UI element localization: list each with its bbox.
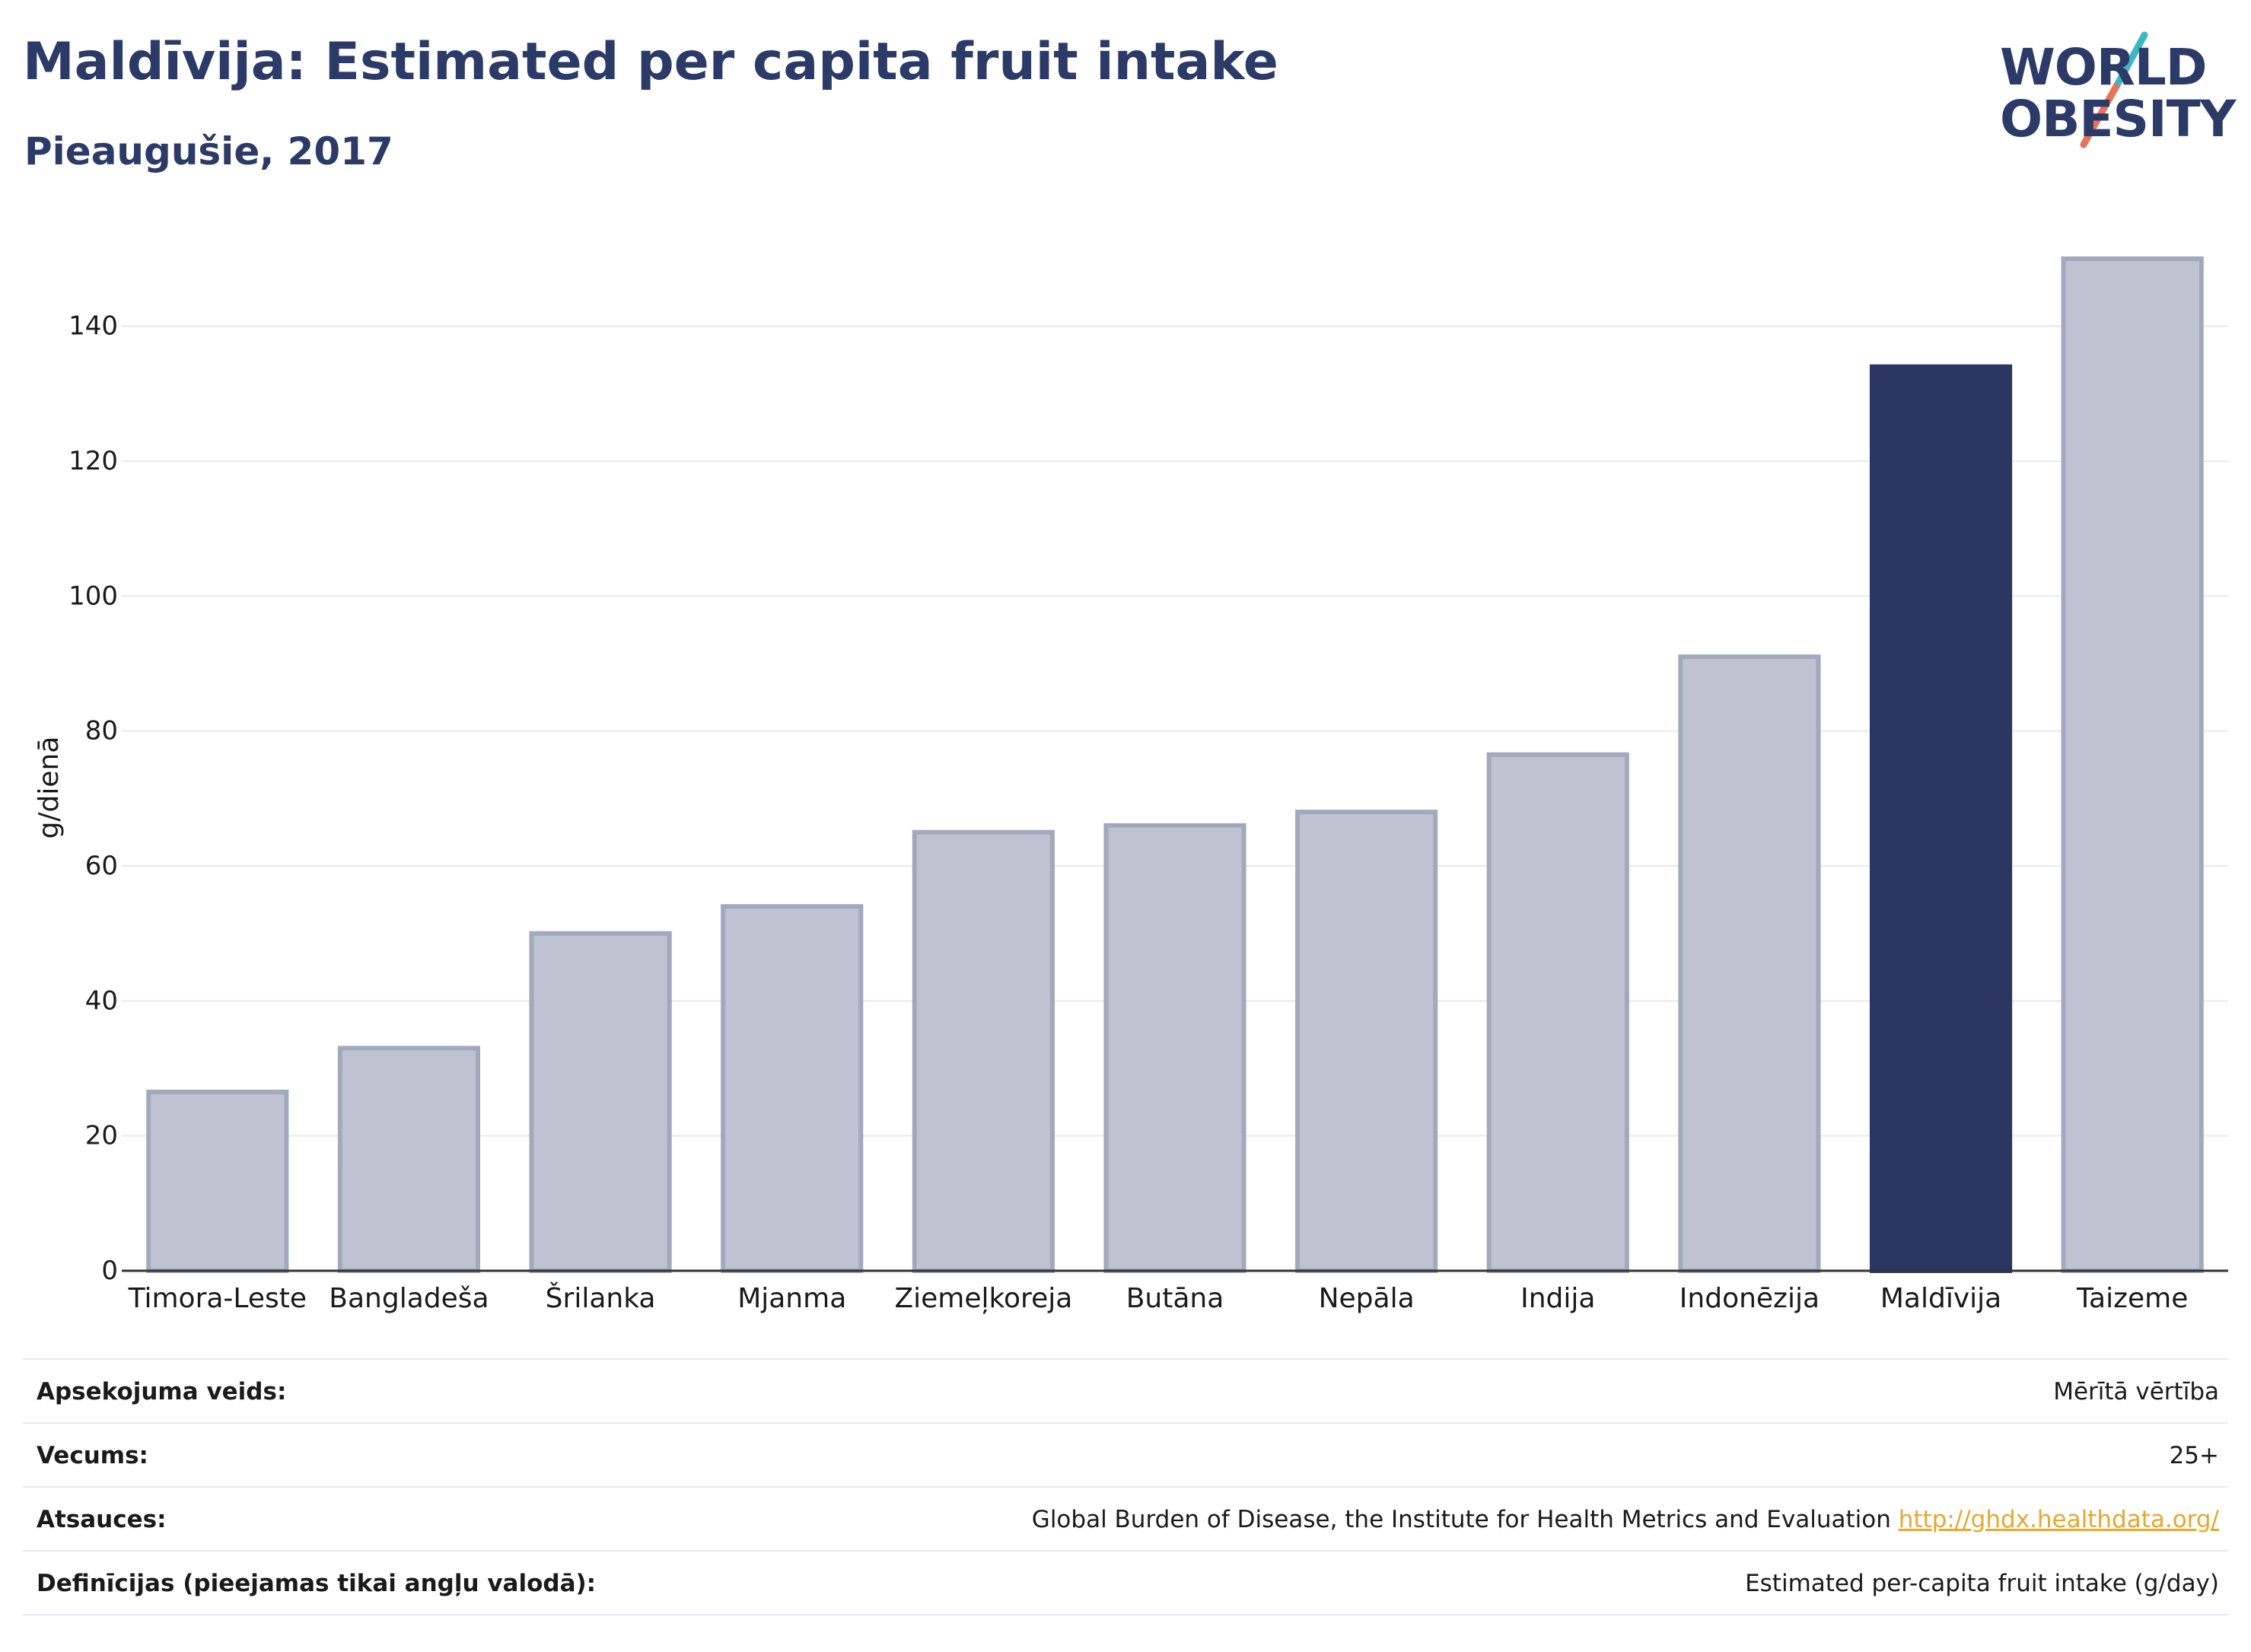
y-tick-label: 60 — [85, 851, 118, 881]
world-obesity-logo: WORLD OBESITY — [1969, 23, 2236, 167]
y-tick-label: 100 — [68, 581, 118, 611]
y-tick-label: 0 — [101, 1256, 118, 1286]
x-tick-label: Nepāla — [1319, 1283, 1415, 1314]
bar — [1103, 823, 1246, 1274]
bar — [1678, 654, 1821, 1273]
info-row-age: Vecums: 25+ — [23, 1422, 2228, 1486]
logo-word-obesity: OBESITY — [2000, 90, 2236, 148]
reference-text: Global Burden of Disease, the Institute … — [1031, 1506, 1891, 1533]
y-tick-label: 80 — [85, 716, 118, 746]
x-tick-label: Maldīvija — [1880, 1283, 2001, 1314]
y-tick-label: 20 — [85, 1121, 118, 1151]
info-value: 25+ — [2169, 1442, 2219, 1469]
bar — [337, 1046, 481, 1274]
bar — [146, 1090, 289, 1273]
info-table: Apsekojuma veids: Mērītā vērtība Vecums:… — [23, 1358, 2228, 1615]
x-tick-label: Šrilanka — [546, 1282, 656, 1314]
x-tick-label: Timora-Leste — [128, 1283, 307, 1314]
y-tick-label: 40 — [85, 985, 118, 1016]
y-axis-label: g/dienā — [33, 737, 65, 839]
info-key: Apsekojuma veids: — [37, 1378, 287, 1405]
y-tick-label: 120 — [68, 446, 118, 476]
info-value-references: Global Burden of Disease, the Institute … — [1032, 1506, 2219, 1533]
bar — [2061, 256, 2204, 1273]
x-tick-label: Indija — [1520, 1283, 1595, 1314]
info-row-references: Atsauces: Global Burden of Disease, the … — [23, 1486, 2228, 1550]
y-tick-label: 140 — [68, 311, 118, 342]
info-key: Vecums: — [37, 1442, 148, 1469]
bar — [912, 829, 1055, 1273]
bar-highlighted — [1869, 364, 2013, 1273]
info-value: Estimated per-capita fruit intake (g/day… — [1745, 1570, 2219, 1597]
bar — [529, 931, 672, 1273]
chart-title: Maldīvija: Estimated per capita fruit in… — [23, 32, 1278, 92]
info-row-survey-type: Apsekojuma veids: Mērītā vērtība — [23, 1358, 2228, 1422]
x-tick-label: Bangladeša — [329, 1283, 489, 1314]
chart-subtitle: Pieaugušie, 2017 — [24, 129, 393, 173]
info-key: Definīcijas (pieejamas tikai angļu valod… — [37, 1570, 597, 1597]
bar — [721, 904, 864, 1273]
bar — [1295, 810, 1438, 1273]
x-tick-label: Taizeme — [2076, 1283, 2188, 1314]
x-tick-label: Indonēzija — [1679, 1283, 1820, 1314]
info-key: Atsauces: — [37, 1506, 167, 1533]
x-tick-label: Butāna — [1126, 1283, 1224, 1314]
x-tick-label: Ziemeļkoreja — [894, 1283, 1072, 1314]
reference-link[interactable]: http://ghdx.healthdata.org/ — [1898, 1506, 2219, 1533]
logo-word-world: WORLD — [2000, 38, 2208, 97]
bar-chart: 0 20 40 60 80 100 120 140 g/dienā Timora-Leste Ban… — [33, 256, 2228, 1314]
logo-slash-icon — [2080, 31, 2148, 148]
x-tick-label: Mjanma — [737, 1283, 846, 1314]
info-row-definitions: Definīcijas (pieejamas tikai angļu valod… — [23, 1550, 2228, 1615]
info-value: Mērītā vērtība — [2053, 1378, 2219, 1405]
bar — [1486, 752, 1629, 1273]
